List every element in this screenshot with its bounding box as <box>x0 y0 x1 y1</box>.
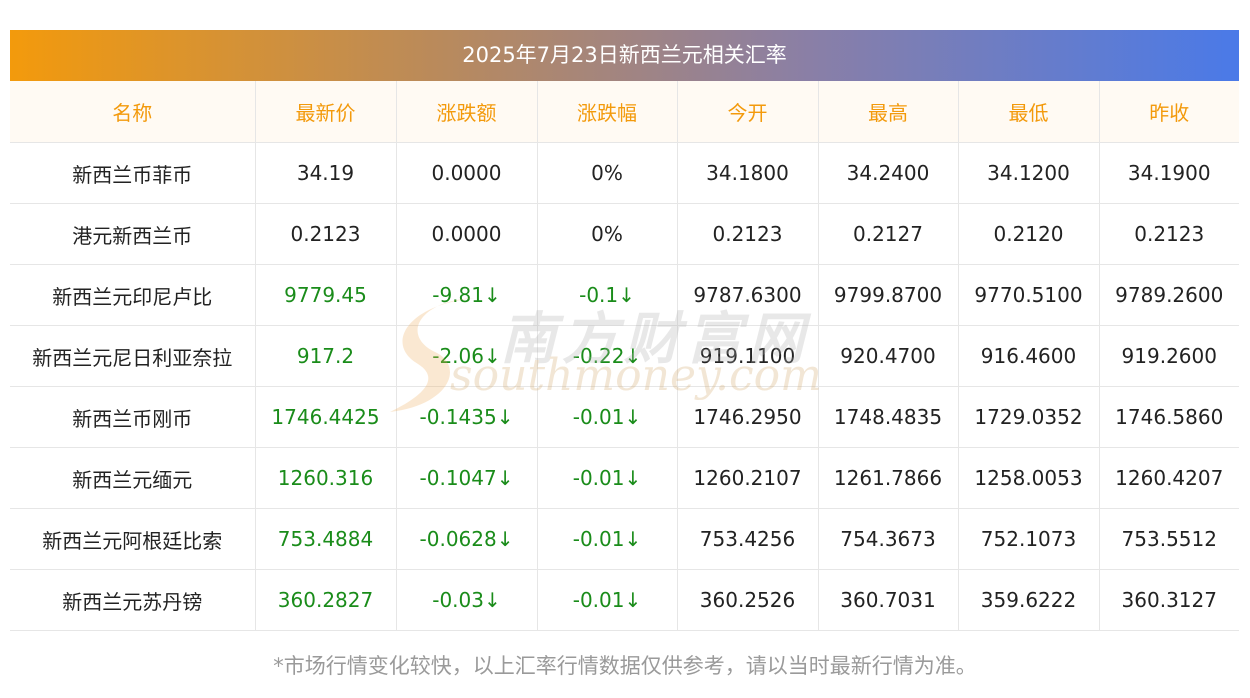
cell-high: 34.2400 <box>818 142 959 204</box>
cell-change-pct: -0.01↓ <box>537 508 678 570</box>
cell-name: 新西兰元缅元 <box>10 447 256 509</box>
cell-latest: 1260.316 <box>255 447 397 509</box>
cell-latest: 1746.4425 <box>255 386 397 448</box>
table-row: 新西兰元印尼卢比 9779.45 -9.81↓ -0.1↓ 9787.6300 9799.… <box>10 264 1239 326</box>
cell-prev-close: 0.2123 <box>1099 203 1239 265</box>
header-name: 名称 <box>10 81 256 143</box>
cell-prev-close: 1746.5860 <box>1099 386 1239 448</box>
exchange-rate-table: 名称 最新价 涨跌额 涨跌幅 今开 最高 最低 昨收 新西兰币菲币 34.19 0.… <box>10 81 1239 631</box>
cell-prev-close: 753.5512 <box>1099 508 1239 570</box>
cell-high: 360.7031 <box>818 569 959 631</box>
cell-change: -2.06↓ <box>396 325 538 387</box>
cell-prev-close: 360.3127 <box>1099 569 1239 631</box>
cell-high: 920.4700 <box>818 325 959 387</box>
cell-name: 新西兰币菲币 <box>10 142 256 204</box>
cell-change: 0.0000 <box>396 142 538 204</box>
cell-high: 754.3673 <box>818 508 959 570</box>
cell-prev-close: 919.2600 <box>1099 325 1239 387</box>
table-row: 新西兰币刚币 1746.4425 -0.1435↓ -0.01↓ 1746.2950 17… <box>10 386 1239 448</box>
footnote: *市场行情变化较快，以上汇率行情数据仅供参考，请以当时最新行情为准。 <box>273 654 977 678</box>
cell-name: 港元新西兰币 <box>10 203 256 265</box>
cell-change-pct: -0.01↓ <box>537 569 678 631</box>
cell-open: 9787.6300 <box>677 264 819 326</box>
table-row: 新西兰币菲币 34.19 0.0000 0% 34.1800 34.2400 34.1200… <box>10 142 1239 204</box>
cell-low: 752.1073 <box>958 508 1100 570</box>
cell-high: 9799.8700 <box>818 264 959 326</box>
cell-change: 0.0000 <box>396 203 538 265</box>
header-high: 最高 <box>818 81 959 143</box>
cell-latest: 9779.45 <box>255 264 397 326</box>
cell-prev-close: 9789.2600 <box>1099 264 1239 326</box>
table-title: 2025年7月23日新西兰元相关汇率 <box>10 30 1239 81</box>
rates-panel: 2025年7月23日新西兰元相关汇率 名称 最新价 涨跌额 涨跌幅 今开 最高 … <box>10 30 1239 631</box>
cell-name: 新西兰元印尼卢比 <box>10 264 256 326</box>
cell-change-pct: -0.1↓ <box>537 264 678 326</box>
cell-change-pct: -0.01↓ <box>537 386 678 448</box>
cell-latest: 34.19 <box>255 142 397 204</box>
cell-low: 34.1200 <box>958 142 1100 204</box>
cell-name: 新西兰元尼日利亚奈拉 <box>10 325 256 387</box>
cell-open: 919.1100 <box>677 325 819 387</box>
cell-open: 753.4256 <box>677 508 819 570</box>
header-row: 名称 最新价 涨跌额 涨跌幅 今开 最高 最低 昨收 <box>10 81 1239 143</box>
cell-high: 1748.4835 <box>818 386 959 448</box>
table-row: 新西兰元阿根廷比索 753.4884 -0.0628↓ -0.01↓ 753.4256 7… <box>10 508 1239 570</box>
cell-low: 9770.5100 <box>958 264 1100 326</box>
cell-open: 1746.2950 <box>677 386 819 448</box>
cell-name: 新西兰元阿根廷比索 <box>10 508 256 570</box>
cell-change-pct: 0% <box>537 142 678 204</box>
table-row: 新西兰元缅元 1260.316 -0.1047↓ -0.01↓ 1260.2107 126… <box>10 447 1239 509</box>
cell-change: -0.0628↓ <box>396 508 538 570</box>
cell-open: 0.2123 <box>677 203 819 265</box>
cell-latest: 917.2 <box>255 325 397 387</box>
cell-low: 1258.0053 <box>958 447 1100 509</box>
cell-latest: 360.2827 <box>255 569 397 631</box>
table-row: 新西兰元苏丹镑 360.2827 -0.03↓ -0.01↓ 360.2526 360.7… <box>10 569 1239 631</box>
cell-change: -0.1047↓ <box>396 447 538 509</box>
cell-high: 1261.7866 <box>818 447 959 509</box>
cell-open: 34.1800 <box>677 142 819 204</box>
cell-prev-close: 34.1900 <box>1099 142 1239 204</box>
cell-low: 1729.0352 <box>958 386 1100 448</box>
header-open: 今开 <box>677 81 819 143</box>
cell-high: 0.2127 <box>818 203 959 265</box>
cell-latest: 0.2123 <box>255 203 397 265</box>
header-low: 最低 <box>958 81 1100 143</box>
cell-low: 0.2120 <box>958 203 1100 265</box>
cell-change: -0.1435↓ <box>396 386 538 448</box>
cell-prev-close: 1260.4207 <box>1099 447 1239 509</box>
cell-low: 359.6222 <box>958 569 1100 631</box>
table-row: 港元新西兰币 0.2123 0.0000 0% 0.2123 0.2127 0.2120 0.… <box>10 203 1239 265</box>
cell-open: 1260.2107 <box>677 447 819 509</box>
cell-change-pct: 0% <box>537 203 678 265</box>
header-latest: 最新价 <box>255 81 397 143</box>
cell-name: 新西兰币刚币 <box>10 386 256 448</box>
header-change: 涨跌额 <box>396 81 538 143</box>
cell-low: 916.4600 <box>958 325 1100 387</box>
cell-change: -0.03↓ <box>396 569 538 631</box>
cell-change: -9.81↓ <box>396 264 538 326</box>
header-change-pct: 涨跌幅 <box>537 81 678 143</box>
table-row: 新西兰元尼日利亚奈拉 917.2 -2.06↓ -0.22↓ 919.1100 920.4… <box>10 325 1239 387</box>
cell-change-pct: -0.22↓ <box>537 325 678 387</box>
cell-name: 新西兰元苏丹镑 <box>10 569 256 631</box>
cell-change-pct: -0.01↓ <box>537 447 678 509</box>
header-prev-close: 昨收 <box>1099 81 1239 143</box>
cell-open: 360.2526 <box>677 569 819 631</box>
cell-latest: 753.4884 <box>255 508 397 570</box>
